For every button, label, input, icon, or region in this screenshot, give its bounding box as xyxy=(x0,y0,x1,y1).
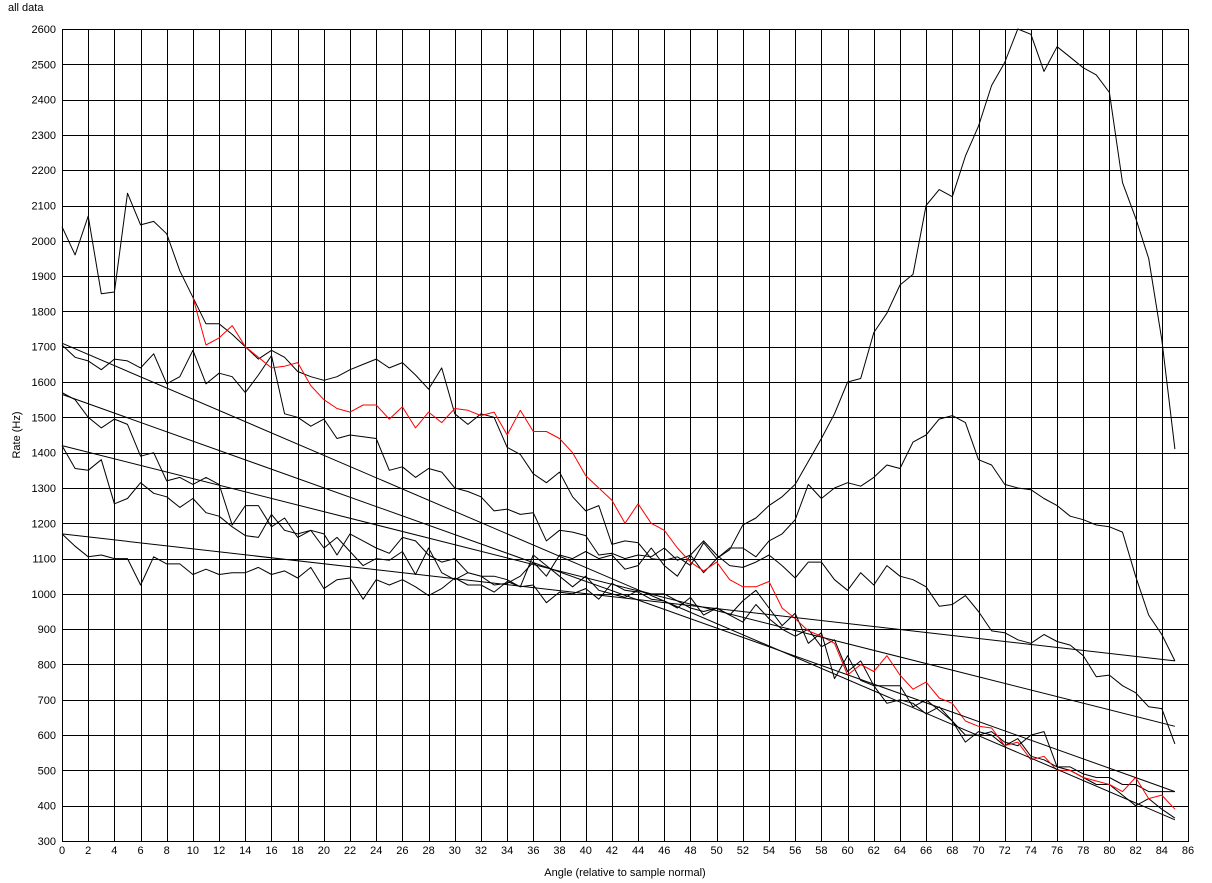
chart-title: all data xyxy=(8,2,44,14)
x-tick-label: 86 xyxy=(1182,845,1194,857)
x-tick-label: 44 xyxy=(632,845,644,857)
series-line-3 xyxy=(61,392,1176,662)
x-tick-label: 22 xyxy=(344,845,356,857)
plot-frame xyxy=(62,29,1189,842)
y-axis-label: Rate (Hz) xyxy=(11,411,23,458)
series-line-6 xyxy=(192,297,1176,810)
y-tick-label: 400 xyxy=(38,801,56,813)
x-tick-label: 56 xyxy=(789,845,801,857)
y-tick-label: 2000 xyxy=(32,236,56,248)
x-tick-label: 62 xyxy=(868,845,880,857)
y-tick-label: 2100 xyxy=(32,201,56,213)
series-line-10 xyxy=(61,533,1175,662)
x-tick-label: 6 xyxy=(137,845,143,857)
y-tick-label: 1900 xyxy=(32,271,56,283)
series-line-8 xyxy=(61,393,1176,793)
x-tick-label: 24 xyxy=(370,845,382,857)
x-tick-label: 16 xyxy=(265,845,277,857)
x-tick-label: 28 xyxy=(422,845,434,857)
y-tick-label: 700 xyxy=(38,695,56,707)
series-line-9 xyxy=(61,445,1176,727)
x-tick-label: 76 xyxy=(1051,845,1063,857)
x-tick-label: 40 xyxy=(580,845,592,857)
x-tick-label: 0 xyxy=(59,845,65,857)
x-tick-label: 46 xyxy=(658,845,670,857)
x-tick-label: 2 xyxy=(85,845,91,857)
y-tick-label: 1600 xyxy=(32,377,56,389)
x-tick-label: 34 xyxy=(501,845,513,857)
x-tick-label: 80 xyxy=(1103,845,1115,857)
x-tick-label: 38 xyxy=(553,845,565,857)
x-tick-label: 12 xyxy=(213,845,225,857)
y-tick-label: 800 xyxy=(38,659,56,671)
x-tick-label: 36 xyxy=(527,845,539,857)
y-tick-label: 1000 xyxy=(32,589,56,601)
y-tick-label: 2500 xyxy=(32,59,56,71)
x-tick-label: 30 xyxy=(449,845,461,857)
tick-labels: 0 2 4 6 8 10 12 14 16 18 20 22 24 26 28 30 32 34 36 38 40 42 4… xyxy=(32,24,1195,857)
x-axis-label: Angle (relative to sample normal) xyxy=(544,867,705,879)
series-line-4 xyxy=(61,445,1175,793)
series-line-5 xyxy=(61,533,1176,819)
x-tick-label: 26 xyxy=(396,845,408,857)
x-tick-label: 14 xyxy=(239,845,251,857)
y-tick-label: 300 xyxy=(38,836,56,848)
x-tick-label: 20 xyxy=(318,845,330,857)
x-tick-label: 66 xyxy=(920,845,932,857)
x-tick-label: 82 xyxy=(1130,845,1142,857)
x-tick-label: 50 xyxy=(711,845,723,857)
x-tick-label: 52 xyxy=(737,845,749,857)
series-line-7 xyxy=(61,342,1176,821)
y-tick-label: 500 xyxy=(38,765,56,777)
x-tick-label: 18 xyxy=(292,845,304,857)
y-tick-label: 1100 xyxy=(32,554,56,566)
x-tick-label: 74 xyxy=(1025,845,1037,857)
x-tick-label: 54 xyxy=(763,845,775,857)
x-tick-label: 8 xyxy=(164,845,170,857)
x-tick-label: 72 xyxy=(999,845,1011,857)
x-tick-label: 4 xyxy=(111,845,117,857)
y-tick-label: 600 xyxy=(38,730,56,742)
x-tick-label: 60 xyxy=(841,845,853,857)
grid-layer xyxy=(62,29,1189,842)
y-tick-label: 900 xyxy=(38,624,56,636)
y-tick-label: 1700 xyxy=(32,342,56,354)
y-tick-label: 2400 xyxy=(32,95,56,107)
y-tick-label: 2200 xyxy=(32,165,56,177)
x-tick-label: 42 xyxy=(606,845,618,857)
y-tick-label: 2300 xyxy=(32,130,56,142)
x-tick-label: 10 xyxy=(187,845,199,857)
y-tick-label: 1200 xyxy=(32,518,56,530)
x-tick-label: 48 xyxy=(684,845,696,857)
x-tick-label: 68 xyxy=(946,845,958,857)
x-tick-label: 84 xyxy=(1156,845,1168,857)
y-tick-label: 1500 xyxy=(32,412,56,424)
series-line-2 xyxy=(61,344,1176,745)
x-tick-label: 78 xyxy=(1077,845,1089,857)
x-tick-label: 32 xyxy=(475,845,487,857)
y-tick-label: 1300 xyxy=(32,483,56,495)
y-tick-label: 2600 xyxy=(32,24,56,36)
y-tick-label: 1800 xyxy=(32,306,56,318)
x-tick-label: 64 xyxy=(894,845,906,857)
x-tick-label: 70 xyxy=(972,845,984,857)
y-tick-label: 1400 xyxy=(32,448,56,460)
series-layer xyxy=(61,28,1176,821)
x-tick-label: 58 xyxy=(815,845,827,857)
